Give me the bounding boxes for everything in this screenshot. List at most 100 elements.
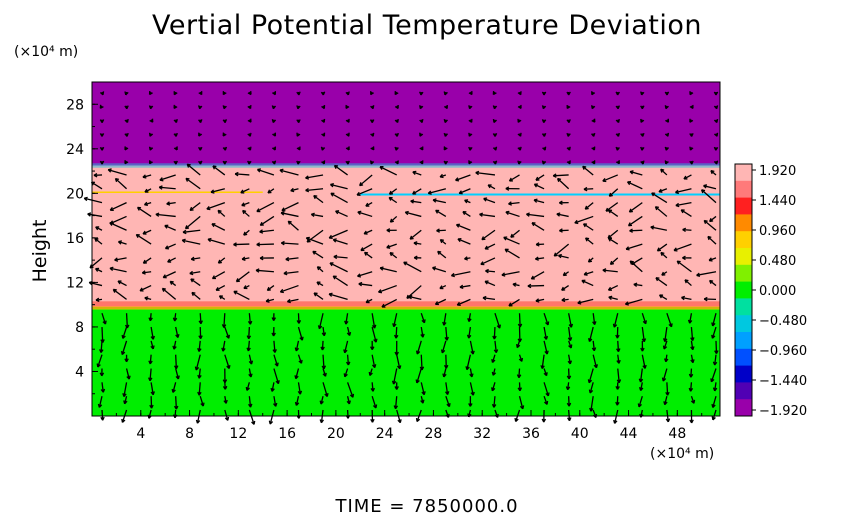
velocity-vector-head	[247, 160, 252, 165]
colorbar-label: 1.440	[759, 194, 796, 209]
velocity-vector	[259, 215, 275, 226]
colorbar-swatch	[735, 180, 752, 199]
velocity-vector-head	[243, 231, 248, 236]
vector-field	[83, 90, 719, 425]
velocity-vector	[682, 228, 692, 231]
velocity-vector	[432, 266, 447, 273]
velocity-vector-head	[517, 118, 522, 123]
velocity-vector	[483, 197, 496, 204]
velocity-vector-head	[259, 229, 264, 234]
velocity-vector	[508, 201, 520, 205]
velocity-vector-head	[248, 403, 253, 408]
velocity-vector-head	[189, 206, 194, 212]
velocity-vector	[416, 368, 422, 384]
velocity-vector-head	[294, 401, 300, 406]
velocity-vector-head	[709, 218, 714, 223]
velocity-vector-head	[664, 132, 670, 137]
velocity-vector-head	[124, 146, 129, 151]
velocity-vector-head	[541, 160, 547, 165]
velocity-vector-head	[210, 189, 215, 194]
velocity-vector-head	[613, 419, 618, 424]
velocity-vector-head	[365, 202, 370, 207]
y-tick-label: 8	[75, 320, 84, 336]
y-axis-unit: (×10⁴ m)	[14, 44, 79, 60]
velocity-vector	[639, 368, 643, 383]
velocity-vector	[295, 368, 300, 379]
velocity-vector	[703, 220, 717, 231]
velocity-vector	[381, 298, 398, 308]
velocity-vector	[198, 340, 201, 352]
velocity-vector-head	[328, 292, 333, 297]
velocity-vector-head	[455, 223, 461, 228]
velocity-vector	[330, 192, 348, 204]
velocity-vector-head	[535, 256, 539, 261]
velocity-vector-head	[294, 375, 299, 380]
velocity-vector-head	[294, 347, 300, 352]
velocity-vector-head	[378, 289, 383, 294]
velocity-vector-head	[481, 236, 486, 241]
velocity-vector	[358, 283, 373, 287]
velocity-vector-head	[443, 146, 448, 151]
velocity-vector	[371, 395, 377, 409]
velocity-vector	[561, 285, 570, 291]
velocity-vector	[162, 271, 176, 279]
velocity-vector-head	[439, 173, 444, 179]
velocity-vector-head	[271, 146, 277, 151]
velocity-vector-head	[251, 420, 256, 425]
velocity-vector	[493, 396, 496, 408]
velocity-vector	[712, 395, 717, 408]
velocity-vector-head	[616, 348, 621, 353]
velocity-vector	[633, 283, 643, 287]
velocity-vector-head	[359, 182, 364, 187]
velocity-vector-head	[225, 334, 230, 339]
velocity-vector-head	[559, 228, 563, 233]
velocity-vector-head	[93, 172, 98, 178]
velocity-vector-head	[591, 146, 596, 151]
velocity-vector-head	[640, 105, 645, 110]
colorbar-label: −0.480	[759, 314, 807, 329]
velocity-vector-head	[343, 349, 348, 354]
velocity-vector	[248, 396, 252, 408]
velocity-vector	[558, 254, 569, 259]
colorbar-swatch	[735, 332, 752, 350]
velocity-vector-head	[266, 286, 271, 292]
velocity-vector-head	[190, 278, 195, 283]
velocity-vector-head	[144, 296, 149, 301]
velocity-vector	[629, 229, 643, 232]
velocity-vector-head	[584, 205, 589, 210]
velocity-vector-head	[641, 338, 647, 343]
velocity-vector	[97, 354, 103, 368]
velocity-vector-head	[305, 236, 310, 241]
velocity-vector-head	[173, 119, 178, 124]
velocity-vector	[191, 291, 201, 300]
velocity-vector-head	[321, 132, 326, 137]
velocity-vector-head	[492, 160, 498, 165]
velocity-vector-head	[415, 350, 421, 355]
velocity-vector-head	[144, 188, 149, 193]
x-tick-label: 24	[376, 426, 394, 442]
velocity-vector	[518, 368, 521, 378]
velocity-vector-head	[485, 268, 489, 274]
velocity-vector	[218, 257, 226, 264]
velocity-vector	[628, 215, 643, 227]
velocity-vector-head	[197, 105, 203, 110]
velocity-vector	[123, 382, 128, 397]
velocity-vector-head	[320, 346, 325, 351]
velocity-vector	[690, 354, 694, 363]
velocity-vector-head	[568, 323, 574, 328]
velocity-vector-head	[190, 256, 195, 262]
velocity-vector	[412, 171, 422, 176]
x-tick-label: 32	[473, 426, 491, 442]
velocity-vector-head	[713, 91, 719, 96]
velocity-vector-head	[664, 105, 669, 110]
velocity-vector-head	[83, 196, 88, 202]
velocity-vector-head	[468, 132, 473, 137]
velocity-vector-head	[182, 229, 187, 235]
velocity-vector-head	[148, 377, 153, 382]
velocity-vector-head	[87, 212, 92, 217]
velocity-vector-head	[247, 90, 252, 96]
velocity-vector-head	[272, 402, 278, 407]
velocity-vector-head	[514, 417, 519, 422]
velocity-vector-head	[107, 168, 112, 173]
velocity-vector	[233, 290, 250, 300]
